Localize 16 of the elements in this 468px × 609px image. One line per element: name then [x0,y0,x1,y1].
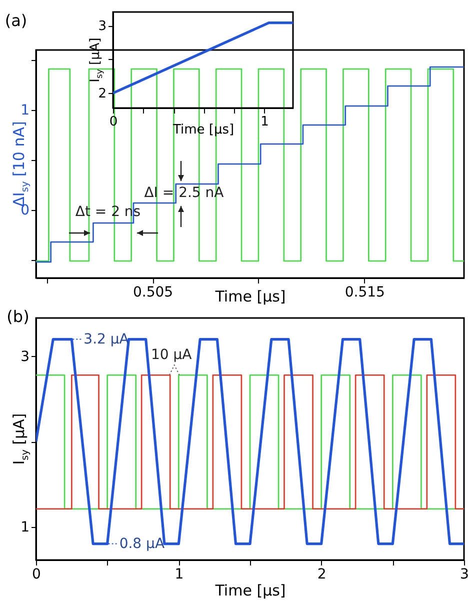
x-axis-title: Time [µs] [214,582,286,600]
x-tick-label: 0.515 [344,284,385,300]
y-tick-label: 1 [20,102,30,118]
x-tick-label: 3 [460,566,468,582]
annotation: 0.8 µA [119,536,165,552]
y-tick-label: 1 [20,519,30,536]
y-tick-label: 3 [20,348,30,365]
x-tick-label: 2 [317,566,326,582]
x-tick-label: 1 [174,566,184,582]
x-tick-label: 0 [32,566,41,582]
annotation: 10 µA [151,346,192,363]
chart-title: (b) [6,307,30,326]
annotation: 3.2 µA [84,331,130,348]
chart-title: (a) [4,11,28,30]
x-tick-label: 0.505 [132,284,174,300]
x-axis-title: Time [µs] [214,288,286,306]
